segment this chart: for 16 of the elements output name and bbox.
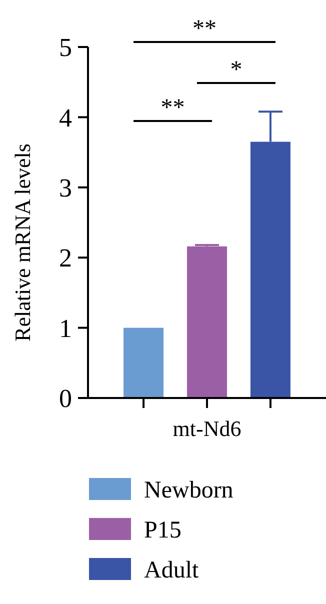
legend-label: Newborn <box>144 477 234 504</box>
legend-label: P15 <box>144 517 182 544</box>
y-tick-label: 2 <box>59 244 72 273</box>
legend-label: Adult <box>144 557 199 584</box>
x-tick-label: mt-Nd6 <box>172 416 242 441</box>
y-tick-label: 5 <box>59 33 72 62</box>
y-tick-label: 1 <box>59 314 72 343</box>
y-tick-label: 3 <box>59 174 72 202</box>
y-tick-label: 4 <box>59 103 72 132</box>
y-tick-label: 0 <box>59 384 72 414</box>
annotation: * <box>230 57 242 83</box>
annotation: ** <box>160 95 185 121</box>
text: ** <box>192 16 216 42</box>
y-axis-title: Relative mRNA levels <box>10 144 35 342</box>
bar <box>124 328 164 398</box>
bar <box>187 246 227 398</box>
